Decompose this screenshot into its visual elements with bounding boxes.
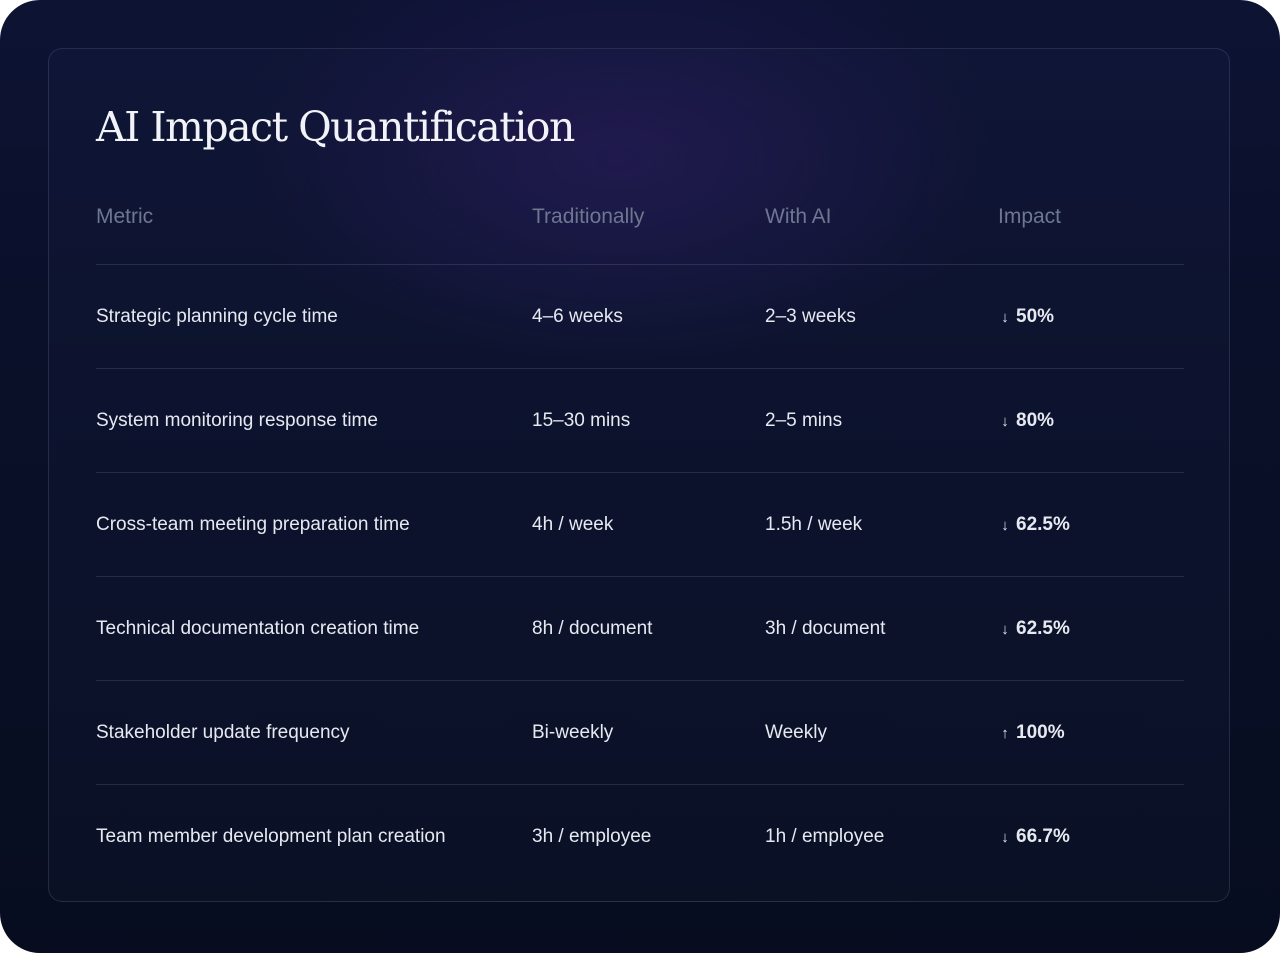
arrow-down-icon: ↓	[1001, 829, 1009, 846]
impact-cell: ↓ 62.5%	[998, 473, 1070, 578]
column-header-metric: Metric	[96, 205, 154, 228]
arrow-down-icon: ↓	[1001, 413, 1009, 430]
metric-cell: Technical documentation creation time	[96, 618, 420, 639]
traditionally-cell: 4h / week	[532, 514, 614, 535]
table-row: Stakeholder update frequency Bi-weekly W…	[96, 681, 1184, 785]
column-header-traditionally: Traditionally	[532, 205, 645, 228]
traditionally-cell: 15–30 mins	[532, 410, 631, 431]
with-ai-cell: 1h / employee	[765, 826, 885, 847]
impact-cell: ↓ 80%	[998, 369, 1054, 474]
arrow-down-icon: ↓	[1001, 517, 1009, 534]
impact-value: 80%	[1016, 410, 1055, 431]
metric-cell: Stakeholder update frequency	[96, 722, 350, 743]
page-title: AI Impact Quantification	[96, 103, 575, 151]
arrow-down-icon: ↓	[1001, 621, 1009, 638]
table-row: Technical documentation creation time 8h…	[96, 577, 1184, 681]
with-ai-cell: 1.5h / week	[765, 514, 863, 535]
column-header-with-ai: With AI	[765, 205, 832, 228]
impact-value: 50%	[1016, 306, 1055, 327]
metric-cell: Cross-team meeting preparation time	[96, 514, 410, 535]
table-row: Strategic planning cycle time 4–6 weeks …	[96, 265, 1184, 369]
arrow-down-icon: ↓	[1001, 309, 1009, 326]
traditionally-cell: 8h / document	[532, 618, 653, 639]
table-row: Team member development plan creation 3h…	[96, 785, 1184, 888]
impact-table: Metric Traditionally With AI Impact Stra…	[96, 187, 1184, 888]
traditionally-cell: 4–6 weeks	[532, 306, 623, 327]
impact-value: 62.5%	[1016, 514, 1070, 535]
with-ai-cell: 2–5 mins	[765, 410, 843, 431]
table-header: Metric Traditionally With AI Impact	[96, 187, 1184, 265]
impact-value: 62.5%	[1016, 618, 1070, 639]
with-ai-cell: 3h / document	[765, 618, 886, 639]
with-ai-cell: Weekly	[765, 722, 827, 743]
metric-cell: System monitoring response time	[96, 410, 378, 431]
metric-cell: Team member development plan creation	[96, 826, 446, 847]
table-row: System monitoring response time 15–30 mi…	[96, 369, 1184, 473]
impact-value: 100%	[1016, 722, 1065, 743]
table-row: Cross-team meeting preparation time 4h /…	[96, 473, 1184, 577]
impact-value: 66.7%	[1016, 826, 1070, 847]
column-header-impact: Impact	[998, 205, 1062, 228]
traditionally-cell: Bi-weekly	[532, 722, 614, 743]
with-ai-cell: 2–3 weeks	[765, 306, 856, 327]
impact-card: AI Impact Quantification Metric Traditio…	[48, 48, 1230, 902]
impact-cell: ↑ 100%	[998, 681, 1065, 786]
impact-cell: ↓ 62.5%	[998, 577, 1070, 682]
metric-cell: Strategic planning cycle time	[96, 306, 338, 327]
traditionally-cell: 3h / employee	[532, 826, 652, 847]
impact-cell: ↓ 66.7%	[998, 785, 1070, 890]
arrow-up-icon: ↑	[1001, 725, 1009, 742]
impact-cell: ↓ 50%	[998, 265, 1054, 370]
